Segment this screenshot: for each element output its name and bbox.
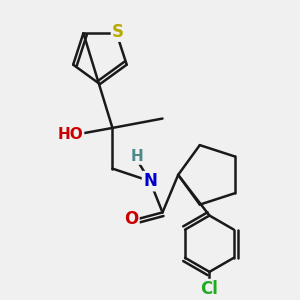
- Text: H: H: [131, 148, 144, 164]
- Text: HO: HO: [57, 127, 83, 142]
- Text: N: N: [143, 172, 157, 190]
- Text: Cl: Cl: [200, 280, 218, 298]
- Text: O: O: [124, 210, 138, 228]
- Text: S: S: [112, 22, 124, 40]
